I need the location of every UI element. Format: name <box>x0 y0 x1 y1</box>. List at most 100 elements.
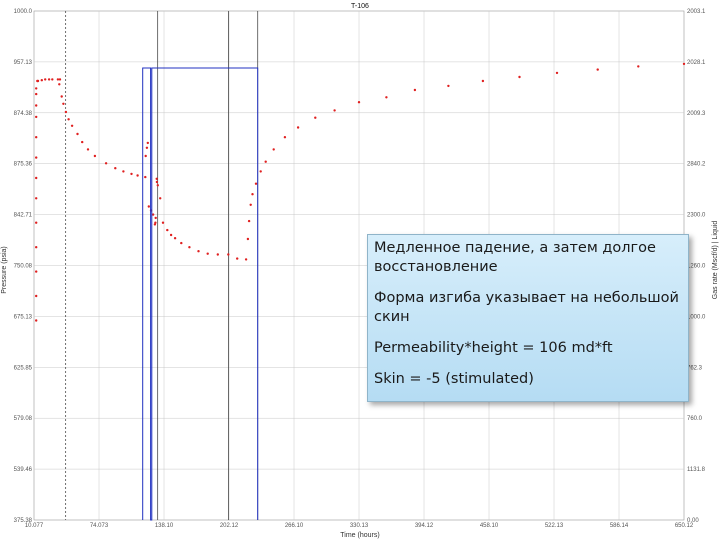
data-point <box>251 193 254 196</box>
y-right-tick-label: 2028.1 <box>687 60 706 66</box>
data-point <box>62 102 65 106</box>
data-point <box>236 257 239 260</box>
data-point <box>216 253 219 256</box>
y-left-tick-label: 675.13 <box>14 314 33 320</box>
data-point <box>58 83 61 86</box>
data-point <box>153 223 157 226</box>
y-left-tick-label: 539.46 <box>14 467 33 473</box>
annotation-line-1: Медленное падение, а затем долгое восста… <box>374 240 656 275</box>
y-left-tick-label: 874.38 <box>14 111 33 117</box>
x-tick-label: 586.14 <box>610 523 629 529</box>
data-point <box>144 154 147 158</box>
x-tick-label: 74.073 <box>90 523 109 529</box>
data-point <box>166 228 169 232</box>
x-tick-label: 394.12 <box>415 523 434 529</box>
data-point <box>413 88 417 92</box>
x-tick-label: 266.10 <box>285 523 304 529</box>
y-right-tick-label: 762.3 <box>687 365 703 371</box>
y-left-tick-label: 957.13 <box>14 60 33 66</box>
data-point <box>35 87 38 90</box>
data-point <box>247 219 251 223</box>
data-point <box>596 68 599 71</box>
data-point <box>35 221 38 224</box>
data-point <box>35 104 38 107</box>
y-axis-left-title: Pressure (psia) <box>1 246 8 293</box>
data-point <box>146 141 149 145</box>
data-point <box>36 79 40 83</box>
y-right-tick-label: 760.0 <box>687 416 703 422</box>
data-point <box>35 176 38 180</box>
data-point <box>447 84 450 88</box>
data-point <box>156 184 159 187</box>
data-point <box>357 101 361 104</box>
data-point <box>180 241 183 245</box>
data-point <box>283 136 287 139</box>
y-left-tick-label: 750.08 <box>14 264 33 270</box>
data-point <box>296 126 300 129</box>
y-right-tick-label: 0.00 <box>687 518 699 524</box>
x-tick-label: 138.10 <box>155 523 174 529</box>
data-point <box>58 78 62 81</box>
data-point <box>35 156 38 159</box>
x-tick-label: 202.12 <box>220 523 239 529</box>
data-point <box>314 116 317 119</box>
y-right-tick-label: 1000.0 <box>687 314 706 320</box>
x-tick-label: 650.12 <box>675 523 694 529</box>
data-point <box>136 174 139 177</box>
x-tick-label: 330.13 <box>350 523 369 529</box>
x-tick-label: 458.10 <box>480 523 499 529</box>
y-left-tick-label: 625.85 <box>14 365 33 371</box>
data-point <box>206 252 209 255</box>
data-point <box>93 154 97 158</box>
chart-title: T-106 <box>351 3 369 10</box>
data-point <box>64 110 68 114</box>
data-point <box>197 250 200 253</box>
data-point <box>51 78 54 81</box>
data-point <box>161 221 165 224</box>
x-axis-title: Time (hours) <box>340 532 379 539</box>
data-point <box>70 124 74 128</box>
data-point <box>130 172 133 176</box>
annotation-line-2: Форма изгиба указывает на небольшой скин <box>374 290 679 325</box>
data-point <box>104 162 108 165</box>
data-point <box>385 96 388 99</box>
y-left-tick-label: 842.71 <box>14 213 33 219</box>
annotation-line-3: Permeability*height = 106 md*ft <box>374 340 613 356</box>
data-point <box>151 213 155 216</box>
data-point <box>114 167 117 170</box>
data-point <box>244 258 248 261</box>
data-point <box>333 109 336 112</box>
tick-labels: 10.077 74.073 138.10 202.12 266.10 330.13 394.… <box>14 9 706 529</box>
data-point <box>35 319 38 322</box>
data-point <box>155 180 159 184</box>
data-point <box>154 216 157 220</box>
data-point <box>518 75 521 79</box>
data-point <box>147 205 150 208</box>
data-point <box>481 79 485 83</box>
data-point <box>272 148 275 151</box>
data-point <box>76 132 79 136</box>
data-series <box>35 62 686 521</box>
y-right-tick-label: 1131.8 <box>687 467 706 473</box>
data-point <box>637 65 640 68</box>
data-point <box>86 148 90 151</box>
data-point <box>122 170 125 173</box>
data-point <box>35 197 38 200</box>
data-point <box>249 203 252 206</box>
data-point <box>259 170 262 173</box>
data-point <box>56 78 60 81</box>
data-point <box>682 62 686 66</box>
data-point <box>169 233 173 237</box>
annotation-line-4: Skin = -5 (stimulated) <box>374 371 534 387</box>
data-point <box>254 182 258 185</box>
data-point <box>35 115 38 119</box>
y-axis-right-title: Gas rate (Mscf/d) | Liquid <box>712 221 719 300</box>
data-point <box>188 246 191 249</box>
data-point <box>155 177 158 180</box>
y-right-tick-label: 2009.3 <box>687 111 706 117</box>
data-point <box>555 71 559 75</box>
data-point <box>81 140 84 144</box>
y-left-tick-label: 875.36 <box>14 162 33 168</box>
y-left-tick-label: 579.08 <box>14 416 33 422</box>
annotation-box: Медленное падение, а затем долгое восста… <box>367 234 689 402</box>
